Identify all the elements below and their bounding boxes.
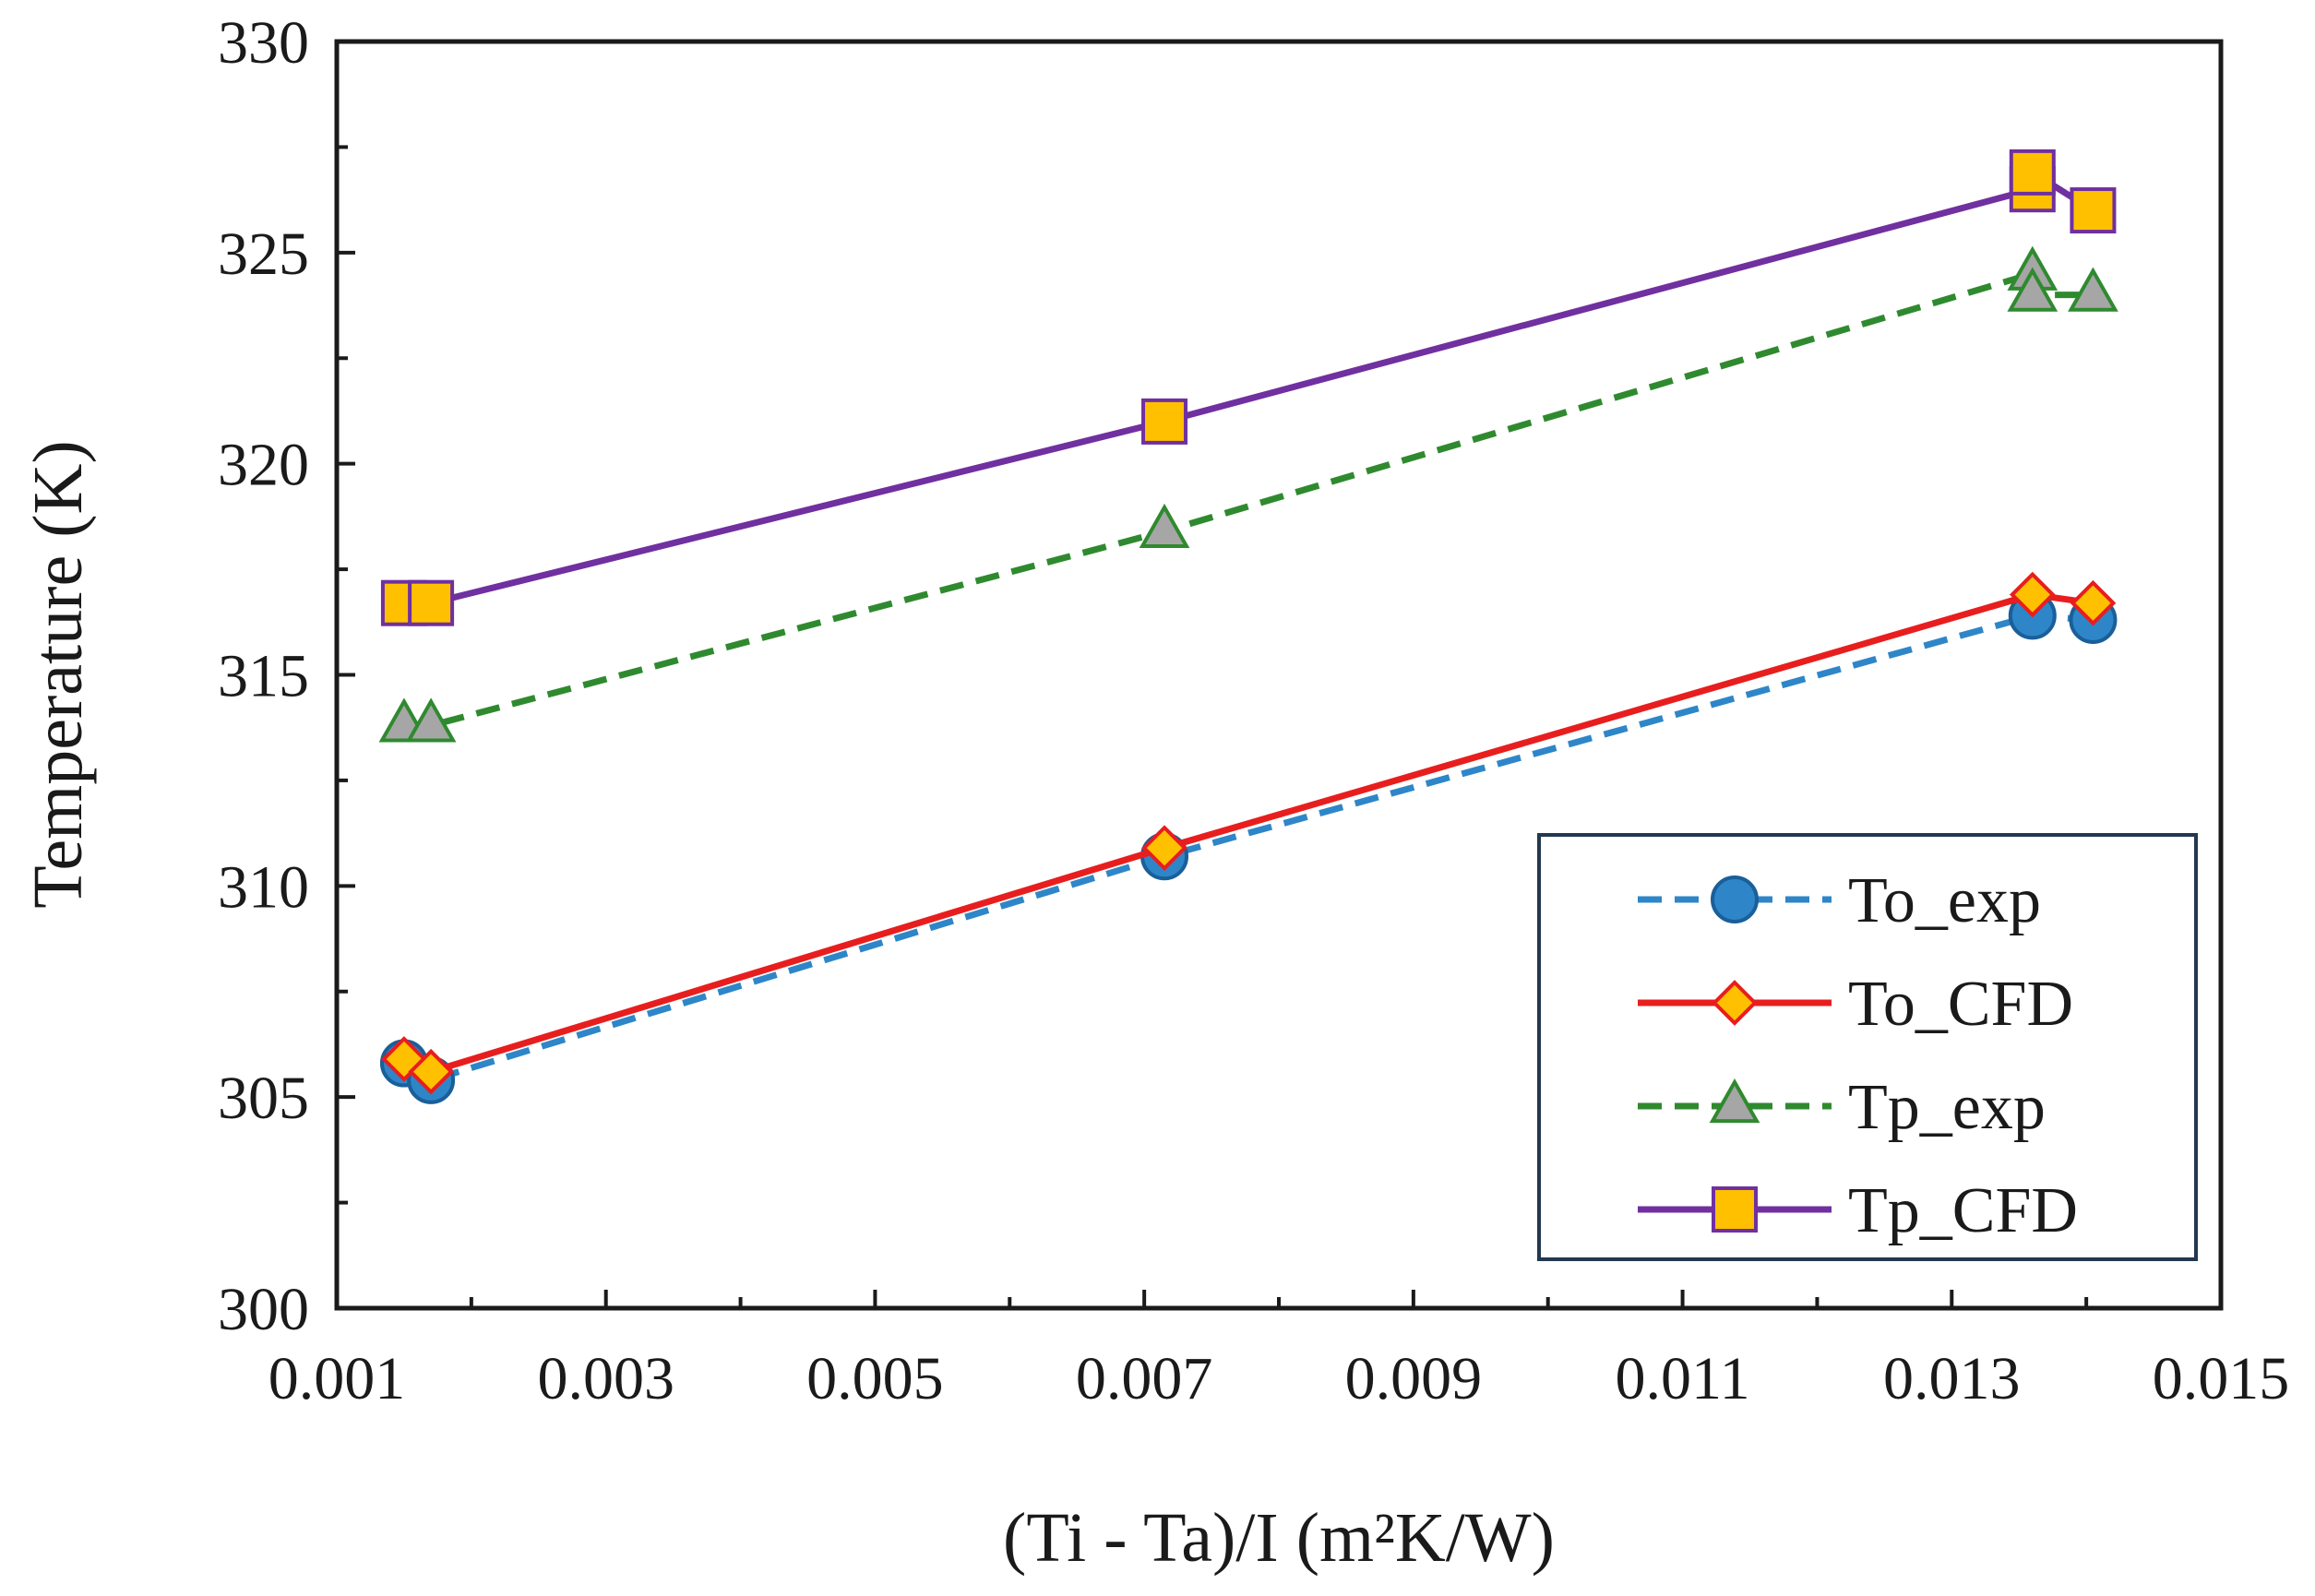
x-tick-label: 0.001 <box>268 1345 406 1412</box>
y-tick-label: 330 <box>218 9 309 77</box>
data-point-diamond <box>2070 579 2117 626</box>
data-point-square <box>2070 187 2117 234</box>
x-tick-label: 0.003 <box>537 1345 674 1412</box>
series-tp-exp <box>378 245 2118 743</box>
legend-entry: To_exp <box>1638 865 2041 936</box>
legend-entry: Tp_CFD <box>1638 1175 2078 1246</box>
data-point-diamond <box>2009 571 2056 618</box>
legend-entry: Tp_exp <box>1638 1072 2046 1143</box>
legend-label: To_exp <box>1848 865 2041 936</box>
data-point-diamond <box>1141 825 1187 871</box>
legend-marker-square <box>1712 1186 1758 1233</box>
data-point-square <box>1141 398 1188 445</box>
legend-label: To_CFD <box>1848 969 2073 1040</box>
x-tick-label: 0.013 <box>1883 1345 2021 1412</box>
tick-labels: 0.001 0.003 0.005 0.007 0.009 0.011 0.013 0.015… <box>218 9 2289 1412</box>
x-tick-label: 0.009 <box>1345 1345 1483 1412</box>
data-point-triangle <box>405 697 457 743</box>
series-layer <box>378 149 2118 1104</box>
x-tick-label: 0.007 <box>1076 1345 1213 1412</box>
y-tick-label: 310 <box>218 853 309 921</box>
legend-entry: To_CFD <box>1638 969 2073 1040</box>
y-tick-label: 320 <box>218 432 309 499</box>
data-point-square <box>2009 149 2056 196</box>
legend-label: Tp_CFD <box>1848 1175 2078 1246</box>
y-axis-title: Temperature (K) <box>19 440 97 908</box>
legend-marker-triangle <box>1709 1078 1760 1124</box>
data-point-square <box>408 579 455 626</box>
data-point-triangle <box>2007 267 2058 312</box>
plot-frame <box>334 39 2224 1311</box>
y-tick-label: 305 <box>218 1065 309 1132</box>
y-tick-label: 325 <box>218 220 309 288</box>
x-tick-label: 0.011 <box>1616 1345 1750 1412</box>
data-point-triangle <box>1139 503 1190 549</box>
legend-label: Tp_exp <box>1848 1072 2046 1143</box>
series-to-cfd <box>381 571 2117 1095</box>
y-tick-label: 300 <box>218 1276 309 1343</box>
legend-marker-circle <box>1711 875 1759 923</box>
legend-marker-diamond <box>1712 980 1758 1026</box>
data-point-diamond <box>408 1048 454 1095</box>
legend: To_exp To_CFD Tp_exp Tp_CFD <box>1537 833 2198 1261</box>
x-tick-label: 0.005 <box>806 1345 944 1412</box>
y-tick-label: 315 <box>218 643 309 710</box>
x-tick-label: 0.015 <box>2153 1345 2290 1412</box>
data-point-triangle <box>2068 267 2118 312</box>
legend-box <box>1537 833 2198 1261</box>
series-tp-cfd <box>380 149 2117 626</box>
x-axis-title: (Ti - Ta)/I (m²K/W) <box>1003 1499 1555 1577</box>
